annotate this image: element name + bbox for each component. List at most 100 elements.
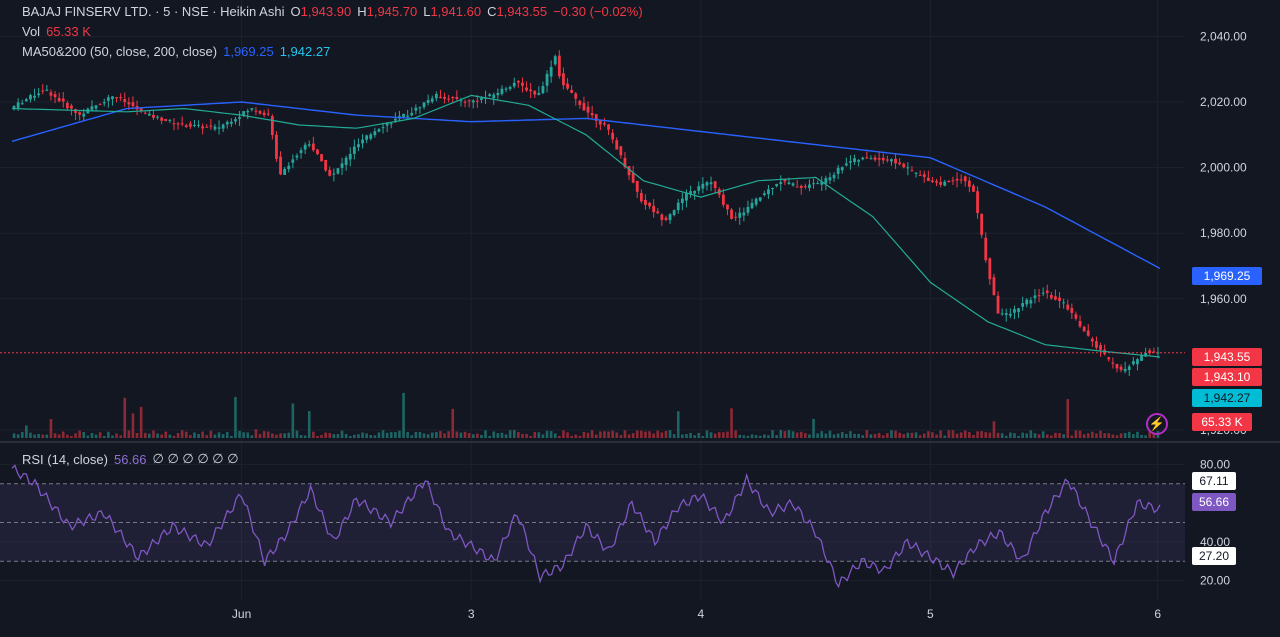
- candle-body: [672, 210, 676, 216]
- volume-bar: [1054, 432, 1057, 438]
- volume-legend[interactable]: Vol 65.33 K: [22, 24, 91, 39]
- volume-bar: [258, 434, 262, 438]
- volume-bar: [1095, 433, 1098, 438]
- candle-body: [541, 86, 545, 94]
- volume-bar: [635, 430, 639, 438]
- volume-bar: [291, 403, 295, 438]
- candle-body: [832, 174, 836, 179]
- candle-body: [1144, 352, 1148, 357]
- candle-body: [894, 158, 897, 164]
- candle-body: [939, 182, 943, 185]
- candle-body: [590, 113, 594, 116]
- candle-body: [1086, 330, 1090, 336]
- candle-body: [525, 87, 528, 91]
- candle-body: [623, 158, 627, 167]
- volume-bar: [746, 435, 750, 438]
- volume-bar: [111, 435, 114, 438]
- price-grid: [0, 0, 1185, 600]
- candle-body: [791, 183, 795, 186]
- volume-bar: [16, 434, 20, 438]
- candle-body: [287, 165, 291, 170]
- candle-body: [1111, 362, 1115, 364]
- volume-bar: [603, 431, 606, 438]
- volume-bar: [787, 430, 791, 438]
- volume-bar: [689, 432, 692, 438]
- volume-bar: [594, 434, 598, 438]
- volume-bar: [890, 430, 893, 438]
- candle-body: [726, 204, 729, 210]
- rsi-value: 56.66: [113, 451, 147, 467]
- candle-body: [771, 187, 774, 190]
- candle-body: [947, 180, 951, 183]
- lightning-icon[interactable]: ⚡: [1146, 413, 1168, 435]
- volume-bar: [471, 434, 475, 438]
- volume-bar: [898, 432, 901, 438]
- candles: [12, 50, 1160, 376]
- candle-body: [972, 185, 975, 192]
- candle-body: [861, 157, 865, 160]
- volume-bar: [168, 434, 172, 438]
- volume-bar: [365, 433, 368, 438]
- candle-body: [738, 212, 742, 218]
- candle-body: [291, 159, 295, 163]
- volume-bar: [619, 435, 623, 438]
- volume-bar: [549, 431, 553, 438]
- volume-bar: [295, 430, 299, 438]
- volume-bar: [988, 432, 992, 438]
- volume-bar: [976, 431, 979, 438]
- volume-bar: [808, 434, 811, 438]
- volume-bar: [984, 432, 988, 438]
- candle-body: [1017, 308, 1020, 312]
- volume-bar: [29, 432, 32, 438]
- rsi-tick-label: 80.00: [1200, 457, 1230, 471]
- volume-bar: [78, 430, 81, 438]
- candle-body: [311, 143, 315, 151]
- ma-legend[interactable]: MA50&200 (50, close, 200, close) 1,969.2…: [22, 44, 330, 59]
- candle-body: [812, 183, 815, 185]
- volume-bar: [139, 406, 143, 438]
- volume-bars: [12, 392, 1160, 438]
- candle-body: [172, 123, 176, 125]
- candle-body: [685, 192, 688, 201]
- volume-bar: [459, 432, 463, 438]
- price-tick-label: 1,960.00: [1200, 292, 1247, 306]
- volume-bar: [271, 433, 274, 438]
- volume-bar: [266, 431, 270, 438]
- low-value: 1,941.60: [430, 4, 482, 19]
- volume-bar: [25, 425, 28, 438]
- candle-body: [697, 186, 701, 191]
- volume-tag: 65.33 K: [1192, 413, 1252, 431]
- volume-bar: [615, 432, 619, 438]
- volume-bar: [676, 411, 680, 438]
- ma200-line: [11, 101, 1161, 270]
- rsi-legend[interactable]: RSI (14, close) 56.66 ∅ ∅ ∅ ∅ ∅ ∅: [22, 451, 239, 467]
- candle-body: [176, 123, 180, 125]
- volume-bar: [779, 430, 783, 438]
- candle-body: [275, 134, 278, 159]
- volume-bar: [910, 432, 914, 438]
- candle-body: [676, 202, 680, 211]
- volume-bar: [656, 430, 660, 438]
- volume-bar: [828, 430, 832, 438]
- symbol-name[interactable]: BAJAJ FINSERV LTD. · 5 · NSE · Heikin As…: [22, 4, 285, 19]
- candle-body: [340, 163, 344, 168]
- volume-bar: [1000, 433, 1004, 438]
- volume-bar: [660, 432, 664, 438]
- symbol-legend[interactable]: BAJAJ FINSERV LTD. · 5 · NSE · Heikin As…: [22, 4, 643, 19]
- candle-body: [262, 112, 266, 116]
- candle-body: [873, 157, 877, 160]
- volume-bar: [242, 432, 245, 438]
- candle-body: [721, 194, 725, 205]
- candle-body: [193, 124, 196, 126]
- time-axis: Jun 3 4 5 6: [232, 607, 1161, 621]
- rsi-value-tag: 56.66: [1192, 493, 1236, 511]
- ma50-line: [11, 94, 1161, 358]
- candle-body: [1033, 295, 1037, 299]
- rsi-extras: ∅ ∅ ∅ ∅ ∅ ∅: [152, 451, 239, 466]
- volume-bar: [127, 430, 131, 438]
- volume-bar: [70, 435, 73, 438]
- volume-bar: [562, 430, 565, 438]
- candle-body: [853, 158, 856, 163]
- candle-body: [836, 167, 840, 174]
